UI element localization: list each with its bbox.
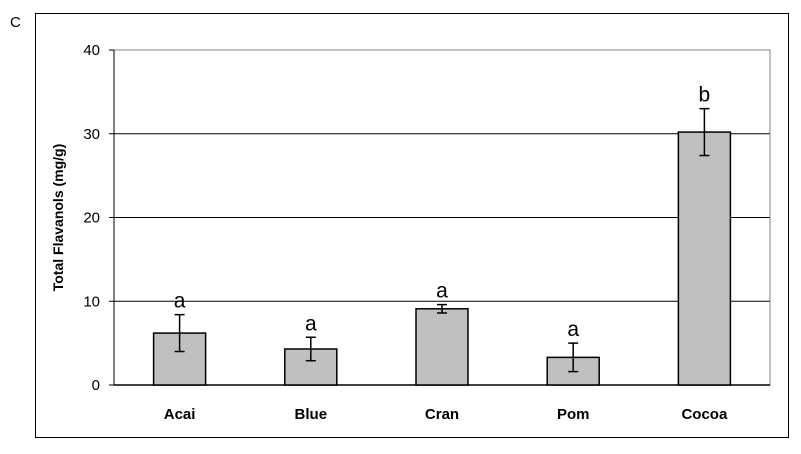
error-bar-pom — [568, 342, 579, 373]
error-bar-acai — [174, 313, 185, 353]
chart-frame — [35, 13, 789, 438]
significance-letter: b — [699, 84, 711, 107]
error-bar-blue — [305, 336, 316, 362]
y-tick-label: 0 — [92, 377, 100, 394]
bar-cocoa — [677, 131, 732, 386]
bars — [152, 131, 732, 386]
significance-letter: a — [305, 312, 317, 335]
x-tick-label: Acai — [164, 406, 196, 423]
x-tick-label: Blue — [295, 406, 328, 423]
error-bars — [174, 107, 710, 373]
y-tick-label: 40 — [83, 42, 100, 59]
significance-letter: a — [436, 280, 448, 303]
significance-letter: a — [174, 290, 186, 313]
x-axis-ticks: Acai Blue Cran Pom Cocoa — [164, 406, 728, 423]
x-tick-label: Cran — [425, 406, 459, 423]
x-tick-label: Cocoa — [681, 406, 728, 423]
x-tick-label: Pom — [557, 406, 590, 423]
error-bar-cran — [437, 303, 447, 314]
bar-cran — [415, 308, 469, 386]
y-axis-label: Total Flavanols (mg/g) — [50, 144, 66, 292]
y-tick-label: 30 — [83, 126, 100, 143]
y-tick-label: 10 — [83, 293, 100, 310]
significance-labels: a a a a b — [174, 84, 710, 342]
panel-label: C — [10, 14, 21, 31]
error-bar-cocoa — [699, 107, 710, 157]
significance-letter: a — [567, 318, 579, 341]
gridlines — [114, 49, 770, 302]
y-tick-label: 20 — [83, 210, 100, 227]
